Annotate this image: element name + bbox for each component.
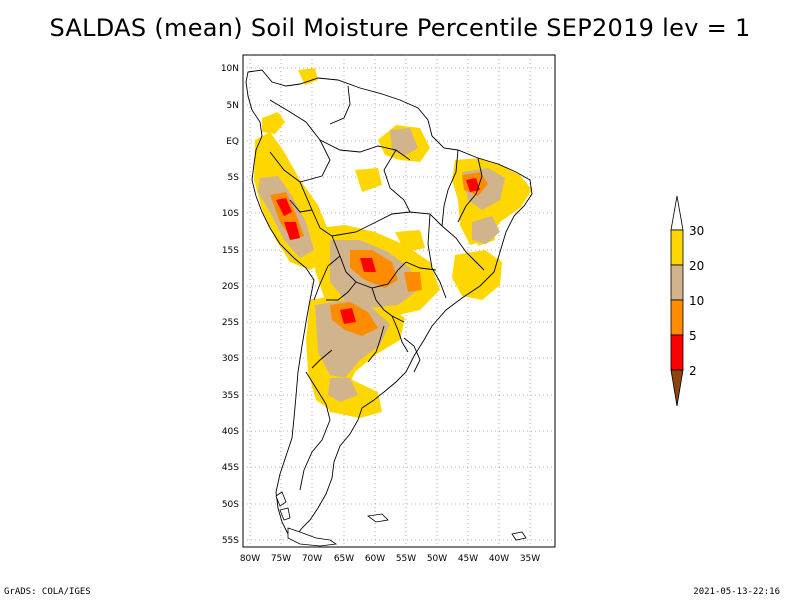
coastline: [245, 69, 533, 537]
legend-label: 5: [689, 329, 697, 343]
lat-label: 30S: [222, 354, 239, 364]
legend-cap-bottom: [670, 369, 684, 407]
legend-cap-top: [670, 195, 684, 231]
lat-label: 40S: [222, 427, 239, 437]
legend-swatch-2-5: [670, 334, 684, 371]
lat-label: 5S: [228, 173, 240, 183]
lon-label: 35W: [520, 554, 540, 564]
legend-swatch-20-30: [670, 229, 684, 266]
lon-label: 40W: [489, 554, 509, 564]
lon-label: 55W: [396, 554, 416, 564]
lon-label: 45W: [458, 554, 478, 564]
lat-label: 10S: [222, 209, 239, 219]
legend-swatch-10-20: [670, 264, 684, 301]
credit-text: GrADS: COLA/IGES: [4, 587, 91, 597]
lat-label: 20S: [222, 282, 239, 292]
lat-label: 25S: [222, 318, 239, 328]
legend-label: 10: [689, 294, 704, 308]
lon-label: 65W: [334, 554, 354, 564]
legend-label: 30: [689, 224, 704, 238]
lat-label: 45S: [222, 463, 239, 473]
legend-swatch-5-10: [670, 299, 684, 336]
lon-label: 75W: [271, 554, 291, 564]
color-legend: 30 20 10 5 2: [670, 195, 704, 407]
lat-label: EQ: [226, 137, 239, 147]
timestamp-text: 2021-05-13-22:16: [693, 587, 780, 597]
legend-label: 2: [689, 364, 697, 378]
southern-islands: [275, 491, 527, 547]
lat-label: 50S: [222, 500, 239, 510]
map-title: SALDAS (mean) Soil Moisture Percentile S…: [49, 14, 751, 42]
legend-label: 20: [689, 259, 704, 273]
lat-label: 15S: [222, 246, 239, 256]
lat-label: 35S: [222, 391, 239, 401]
lat-label: 5N: [227, 101, 239, 111]
lat-label: 55S: [222, 536, 239, 546]
lon-label: 60W: [365, 554, 385, 564]
lat-label: 10N: [221, 64, 239, 74]
longitude-labels: 80W 75W 70W 65W 60W 55W 50W 45W 40W 35W: [240, 554, 540, 564]
lon-label: 80W: [240, 554, 260, 564]
lon-label: 70W: [302, 554, 322, 564]
latitude-labels: 10N 5N EQ 5S 10S 15S 20S 25S 30S 35S 40S…: [221, 64, 239, 546]
percentile-shading: [254, 68, 532, 418]
lon-label: 50W: [427, 554, 447, 564]
